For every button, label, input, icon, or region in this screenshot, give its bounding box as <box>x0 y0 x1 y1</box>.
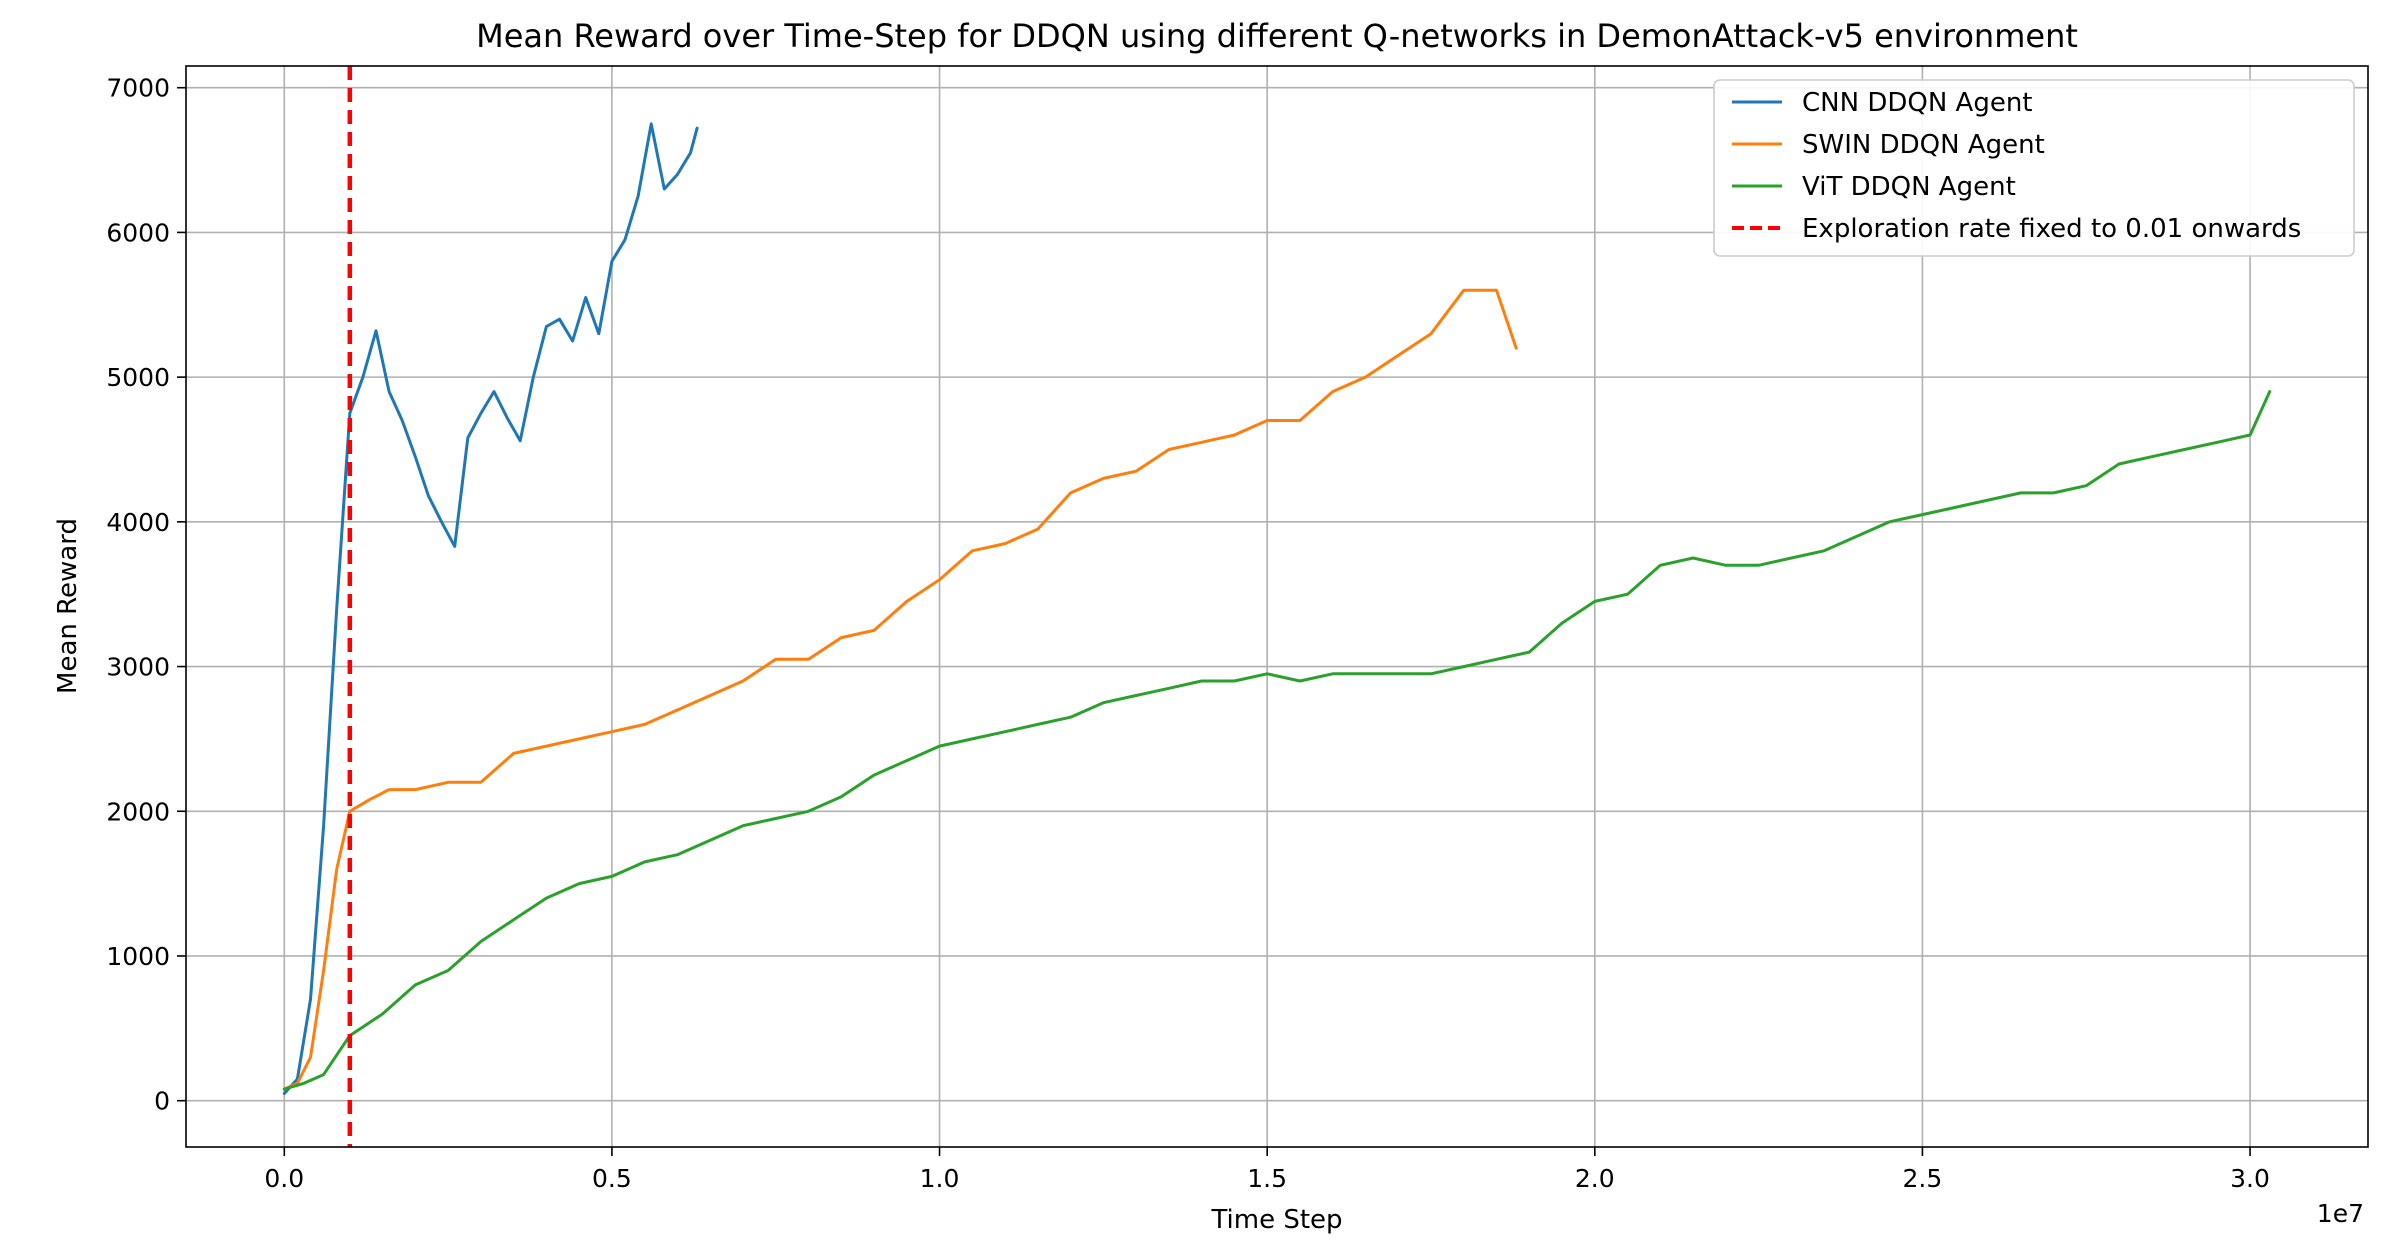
x-tick-label: 0.5 <box>592 1164 632 1193</box>
y-axis-ticks: 0 1000 2000 3000 4000 5000 6000 7000 <box>106 74 186 1116</box>
grid <box>186 66 2368 1147</box>
legend-label-swin: SWIN DDQN Agent <box>1802 130 2045 160</box>
legend: CNN DDQN Agent SWIN DDQN Agent ViT DDQN … <box>1713 79 2355 257</box>
x-tick-label: 1.0 <box>920 1164 960 1193</box>
legend-box <box>1713 79 2355 257</box>
y-tick-label: 1000 <box>106 942 170 971</box>
x-axis-label: Time Step <box>1210 1205 1342 1235</box>
y-tick-label: 2000 <box>106 797 170 826</box>
x-axis-scale-label: 1e7 <box>2317 1199 2364 1228</box>
series-line-swin-ddqn-agent <box>282 288 1518 1091</box>
chart-title: Mean Reward over Time-Step for DDQN usin… <box>476 17 2078 55</box>
legend-label-vit: ViT DDQN Agent <box>1802 172 2016 202</box>
y-tick-label: 4000 <box>106 508 170 537</box>
y-axis-label: Mean Reward <box>53 518 83 694</box>
y-tick-label: 5000 <box>106 363 170 392</box>
series-line-vit-ddqn-agent <box>282 390 2272 1091</box>
plot-area-frame <box>185 65 2369 1148</box>
legend-label-exploration: Exploration rate fixed to 0.01 onwards <box>1802 214 2301 244</box>
x-tick-label: 2.0 <box>1575 1164 1615 1193</box>
x-tick-label: 2.5 <box>1903 1164 1943 1193</box>
y-tick-label: 6000 <box>106 218 170 247</box>
x-tick-label: 3.0 <box>2230 1164 2270 1193</box>
y-tick-label: 0 <box>154 1087 170 1116</box>
series-lines <box>282 122 2272 1095</box>
x-axis-ticks: 0.0 0.5 1.0 1.5 2.0 2.5 3.0 <box>264 1147 2270 1193</box>
series-line-cnn-ddqn-agent <box>282 122 699 1095</box>
x-tick-label: 1.5 <box>1247 1164 1287 1193</box>
legend-label-cnn: CNN DDQN Agent <box>1802 88 2033 118</box>
y-tick-label: 7000 <box>106 74 170 103</box>
y-tick-label: 3000 <box>106 653 170 682</box>
x-tick-label: 0.0 <box>264 1164 304 1193</box>
